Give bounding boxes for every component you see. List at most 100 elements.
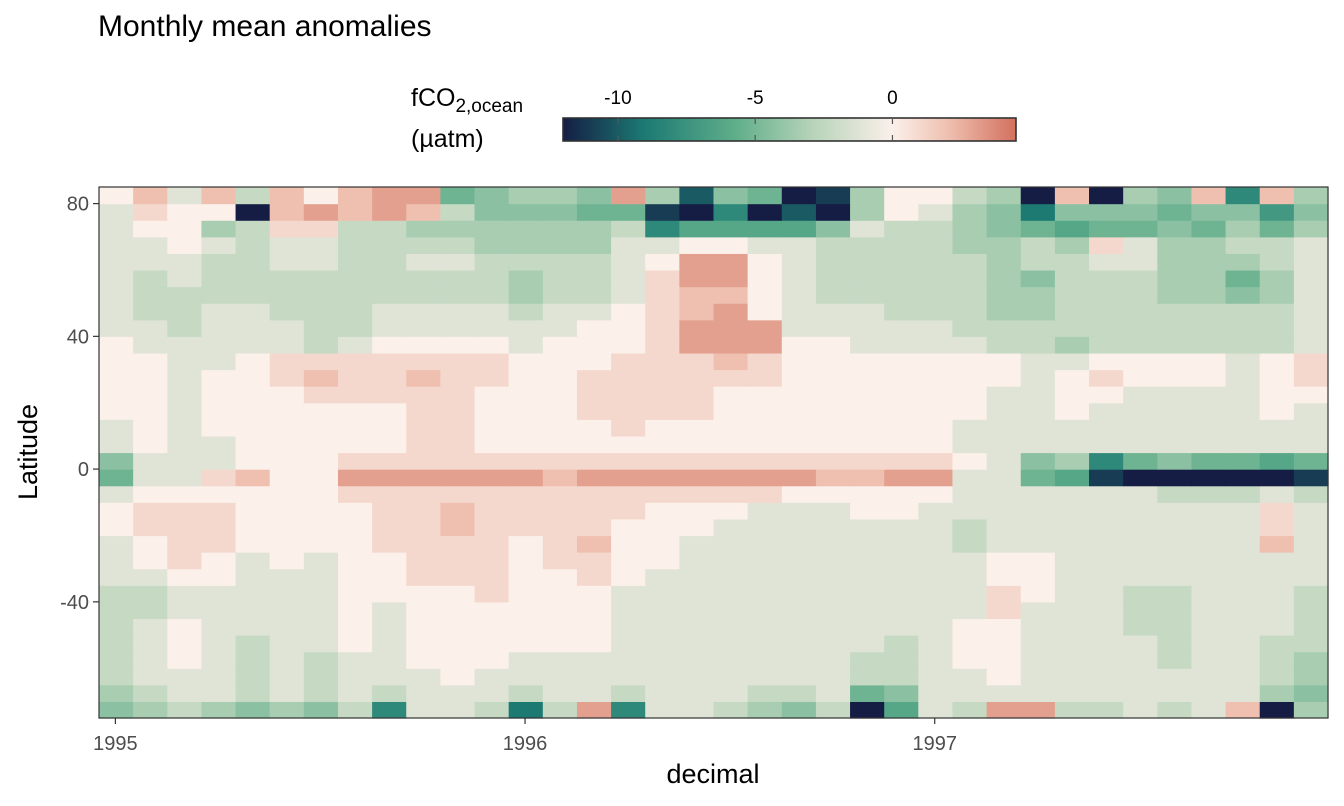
heatmap-cell	[542, 419, 578, 437]
y-axis: 80 40 0 -40	[60, 194, 99, 614]
heatmap-cell	[406, 552, 441, 570]
heatmap-cell	[645, 402, 680, 420]
heatmap-cell	[713, 502, 749, 520]
heatmap-cell	[508, 552, 544, 570]
heatmap-cell	[99, 386, 134, 404]
heatmap-cell	[508, 187, 544, 205]
heatmap-cell	[781, 386, 817, 404]
heatmap-cell	[474, 618, 510, 636]
heatmap-cell	[337, 552, 373, 570]
heatmap-cell	[440, 386, 476, 404]
heatmap-cell	[99, 319, 134, 337]
heatmap-cell	[1259, 684, 1295, 702]
heatmap-cell	[167, 386, 203, 404]
heatmap-cell	[1259, 369, 1295, 387]
heatmap-cell	[508, 601, 544, 620]
heatmap-cell	[201, 552, 237, 570]
heatmap-cell	[508, 502, 544, 520]
heatmap-cell	[952, 236, 988, 254]
heatmap-cell	[1089, 618, 1124, 636]
heatmap-cell	[918, 701, 954, 719]
heatmap-cell	[1293, 386, 1329, 404]
heatmap-cell	[679, 502, 715, 520]
heatmap-cell	[850, 187, 885, 205]
heatmap-cell	[1054, 187, 1090, 205]
heatmap-cell	[713, 220, 749, 238]
heatmap-cell	[1089, 684, 1124, 702]
heatmap-cell	[1089, 220, 1124, 238]
heatmap-cell	[679, 253, 715, 271]
heatmap-cell	[850, 220, 885, 238]
heatmap-cell	[747, 419, 783, 437]
heatmap-cell	[1225, 303, 1261, 321]
heatmap-cell	[1123, 485, 1158, 503]
heatmap-cell	[235, 535, 271, 553]
heatmap-cell	[542, 303, 578, 321]
heatmap-cell	[576, 187, 612, 205]
heatmap-cell	[781, 684, 817, 702]
heatmap-cell	[1054, 635, 1090, 653]
heatmap-cell	[1191, 518, 1227, 537]
heatmap-cell	[679, 684, 715, 702]
heatmap-cell	[1225, 319, 1261, 337]
heatmap-cell	[1191, 319, 1227, 337]
heatmap-cell	[235, 502, 271, 520]
heatmap-cell	[337, 518, 373, 537]
heatmap-cell	[235, 369, 271, 387]
y-tick-label: 0	[78, 459, 89, 481]
heatmap-cell	[372, 684, 407, 702]
heatmap-cell	[952, 568, 988, 586]
heatmap-cell	[1293, 585, 1329, 603]
heatmap-cell	[952, 369, 988, 387]
heatmap-cell	[303, 635, 339, 653]
heatmap-cell	[1225, 286, 1261, 304]
heatmap-cell	[1225, 701, 1261, 719]
heatmap-cell	[542, 502, 578, 520]
heatmap-cell	[99, 502, 134, 520]
heatmap-cell	[201, 469, 237, 487]
heatmap-cell	[918, 684, 954, 702]
heatmap-cell	[542, 635, 578, 653]
heatmap-cell	[952, 419, 988, 437]
heatmap-cell	[474, 269, 510, 288]
heatmap-cell	[815, 651, 851, 669]
heatmap-cell	[474, 651, 510, 669]
heatmap-cell	[542, 485, 578, 503]
heatmap-cell	[1054, 651, 1090, 669]
heatmap-cell	[1225, 386, 1261, 404]
heatmap-cell	[133, 269, 168, 288]
heatmap-cell	[1054, 552, 1090, 570]
heatmap-cell	[1123, 701, 1158, 719]
heatmap-cell	[167, 585, 203, 603]
heatmap-cell	[1054, 236, 1090, 254]
heatmap-cell	[781, 535, 817, 553]
heatmap-cell	[99, 352, 134, 371]
heatmap-cell	[235, 352, 271, 371]
heatmap-cell	[99, 601, 134, 620]
heatmap-cell	[303, 651, 339, 669]
heatmap-cell	[611, 203, 646, 221]
heatmap-cell	[815, 319, 851, 337]
heatmap-cell	[235, 585, 271, 603]
heatmap-cell	[201, 585, 237, 603]
heatmap-cell	[1259, 552, 1295, 570]
heatmap-cell	[952, 651, 988, 669]
heatmap-cell	[99, 651, 134, 669]
heatmap-cell	[440, 303, 476, 321]
heatmap-cell	[918, 386, 954, 404]
heatmap-cell	[952, 618, 988, 636]
heatmap-cell	[303, 568, 339, 586]
heatmap-cell	[508, 684, 544, 702]
heatmap-cell	[850, 585, 885, 603]
heatmap-cell	[235, 568, 271, 586]
heatmap-cell	[1123, 601, 1158, 620]
heatmap-cell	[474, 435, 510, 454]
heatmap-cell	[133, 286, 168, 304]
heatmap-cell	[986, 552, 1022, 570]
heatmap-cell	[167, 253, 203, 271]
heatmap-cell	[986, 269, 1022, 288]
heatmap-cell	[99, 585, 134, 603]
heatmap-cell	[918, 402, 954, 420]
heatmap-cell	[440, 535, 476, 553]
